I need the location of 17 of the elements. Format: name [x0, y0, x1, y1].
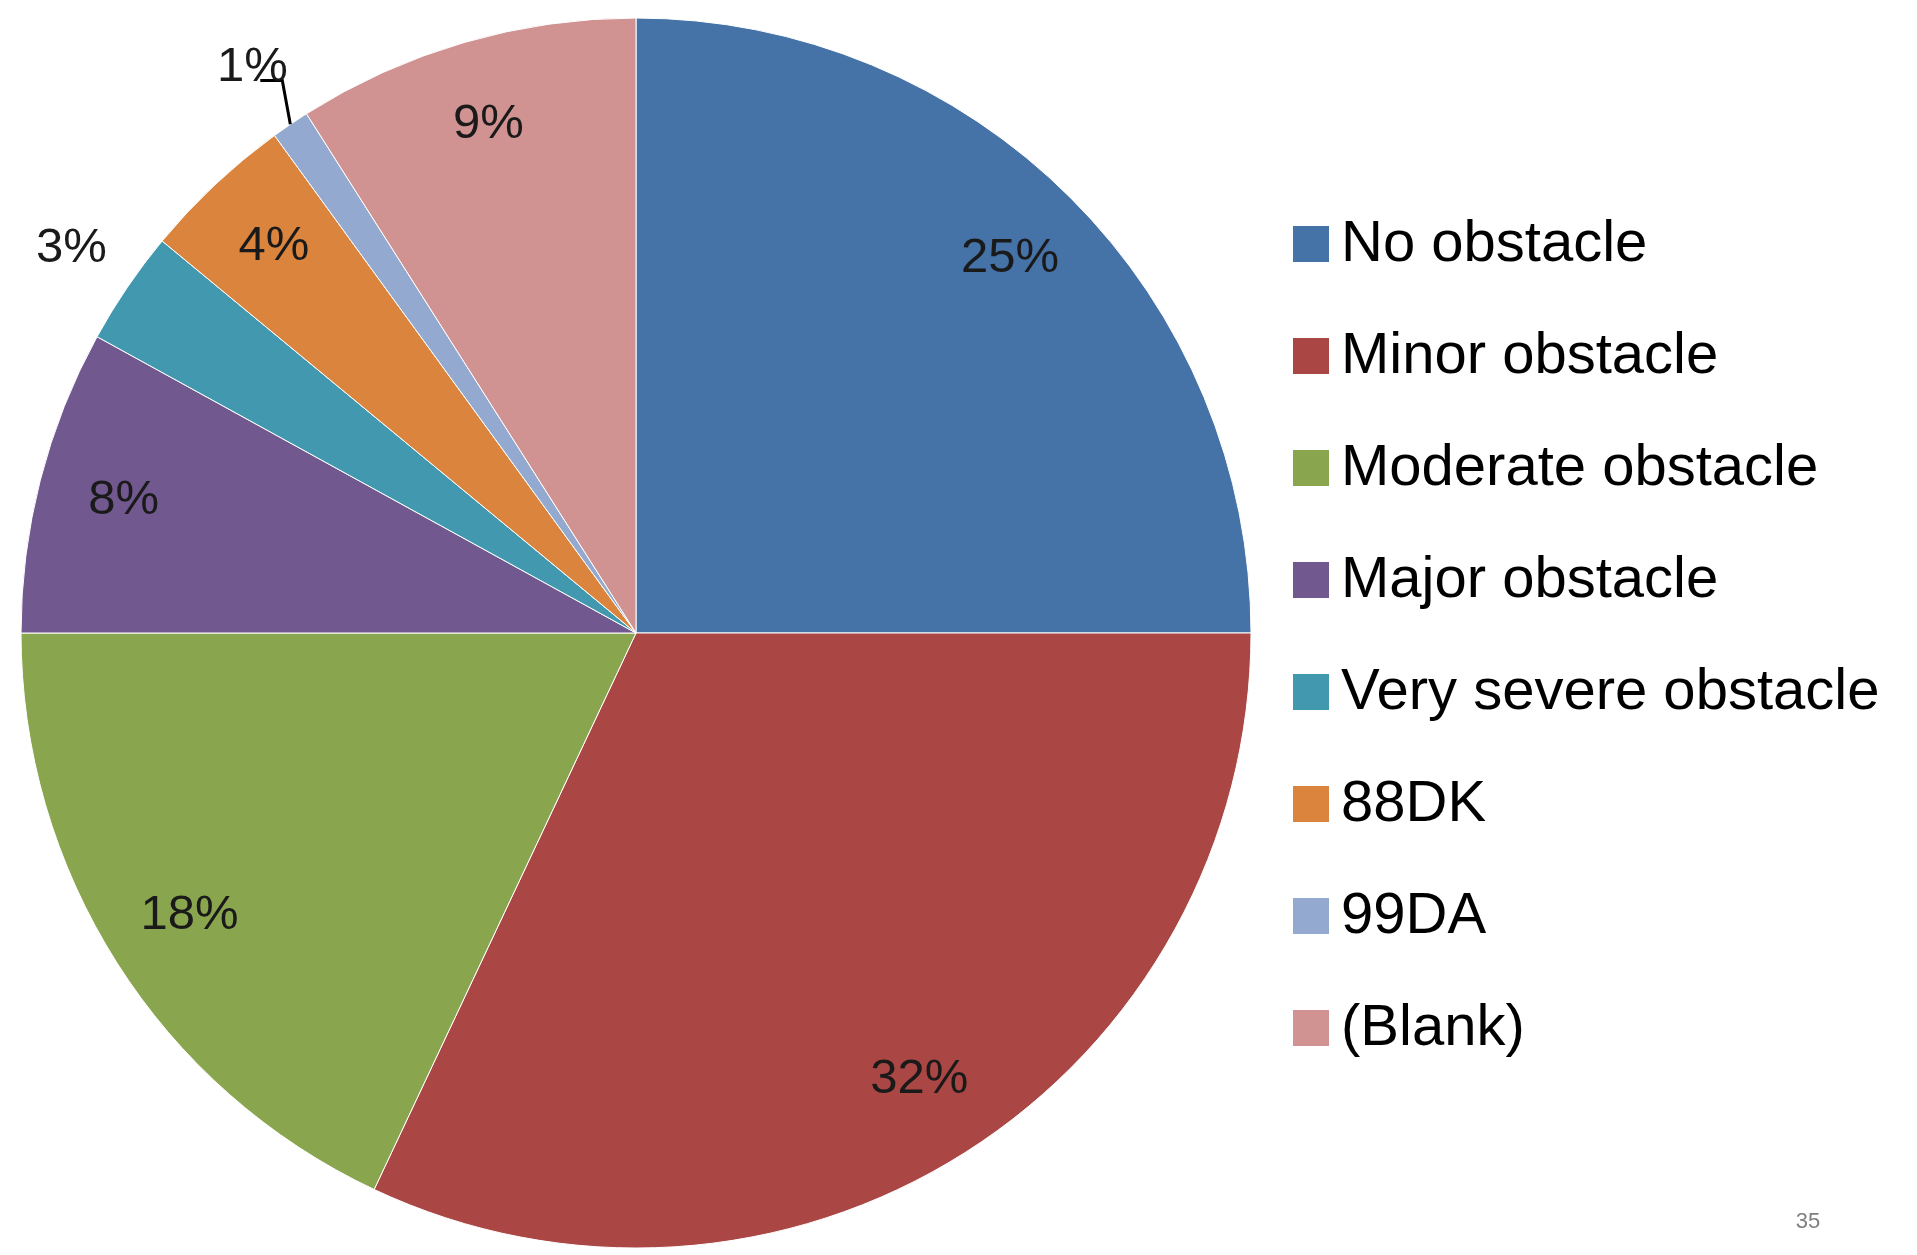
- data-label: 9%: [453, 94, 524, 149]
- data-label: 3%: [35, 218, 107, 273]
- legend-label: (Blank): [1341, 992, 1525, 1058]
- legend-label: 99DA: [1341, 880, 1487, 946]
- data-label: 1%: [216, 37, 288, 92]
- legend-label: Major obstacle: [1341, 544, 1719, 610]
- legend-label: Moderate obstacle: [1341, 432, 1819, 498]
- text: 35: [1795, 1208, 1821, 1233]
- legend-label: Minor obstacle: [1341, 320, 1719, 386]
- legend-label: No obstacle: [1341, 208, 1648, 274]
- legend-label: Very severe obstacle: [1341, 656, 1880, 722]
- data-label: 4%: [238, 216, 310, 271]
- data-label: 18%: [140, 885, 239, 940]
- data-label: 32%: [870, 1048, 969, 1103]
- legend-label: 88DK: [1341, 768, 1487, 834]
- data-label: 25%: [960, 227, 1060, 282]
- data-label: 8%: [88, 470, 160, 525]
